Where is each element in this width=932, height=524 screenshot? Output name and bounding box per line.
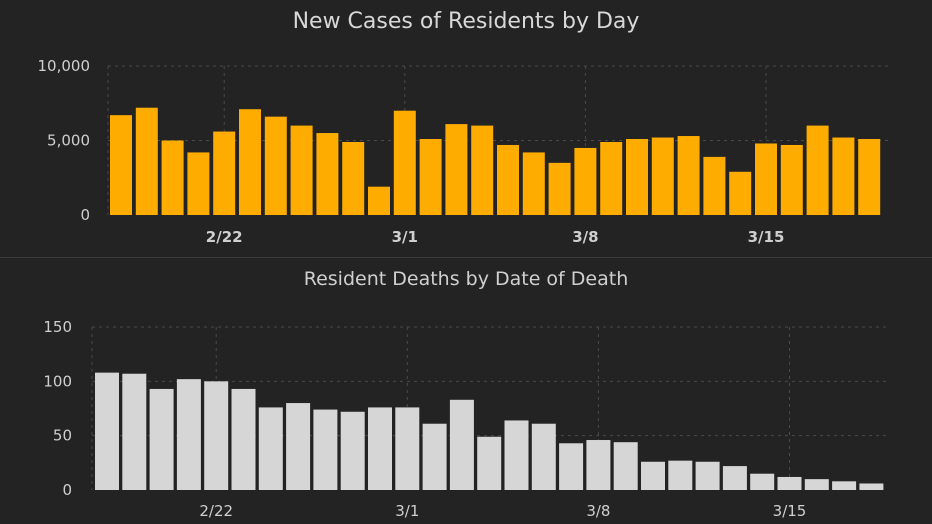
bar	[780, 144, 803, 215]
bar	[110, 115, 132, 215]
bar	[135, 107, 158, 215]
bar	[449, 399, 474, 490]
bar	[641, 461, 665, 490]
bar	[316, 133, 339, 215]
y-tick-label: 5,000	[47, 132, 90, 150]
bar	[395, 407, 420, 490]
bar	[419, 139, 442, 215]
bar	[586, 440, 611, 490]
new-cases-chart: New Cases of Residents by Day 0 5,000 10,0…	[38, 9, 888, 246]
bar	[626, 139, 648, 215]
bar	[600, 141, 623, 215]
bar	[477, 436, 502, 490]
bar	[859, 483, 884, 490]
bar	[122, 373, 147, 490]
bar	[393, 110, 416, 215]
bar	[204, 381, 229, 490]
bar	[231, 388, 256, 490]
bar	[832, 137, 855, 215]
bar	[422, 423, 447, 490]
bar	[342, 141, 365, 215]
bar	[187, 152, 210, 215]
bar	[258, 407, 283, 490]
bar	[161, 140, 184, 215]
bar	[471, 125, 494, 215]
bar	[722, 466, 747, 490]
bar	[290, 125, 313, 215]
bar	[806, 125, 829, 215]
panel-divider	[0, 257, 932, 258]
bar	[95, 372, 119, 490]
y-tick-label: 150	[43, 318, 72, 336]
bar	[559, 443, 584, 490]
bar	[777, 476, 802, 490]
y-tick-label: 50	[53, 427, 72, 445]
bar	[340, 411, 365, 490]
bar	[574, 147, 597, 215]
bar	[149, 388, 174, 490]
bar	[651, 137, 674, 215]
bar	[755, 143, 777, 215]
bar	[497, 144, 519, 215]
bar	[750, 473, 775, 490]
bar	[176, 379, 201, 490]
bar	[677, 136, 700, 215]
bar	[504, 420, 529, 490]
bar	[531, 423, 556, 490]
bar	[445, 124, 468, 215]
y-tick-label: 0	[80, 206, 90, 224]
bar	[613, 442, 638, 490]
chart-title: Resident Deaths by Date of Death	[304, 268, 629, 290]
bar	[368, 186, 390, 215]
bar	[668, 460, 693, 490]
bar	[264, 116, 287, 215]
x-tick-label: 3/8	[572, 228, 598, 246]
x-tick-label: 2/22	[199, 502, 233, 520]
bar	[286, 403, 311, 490]
x-tick-label: 3/1	[395, 502, 419, 520]
x-tick-label: 3/8	[586, 502, 610, 520]
x-tick-label: 3/15	[748, 228, 785, 246]
bar	[832, 481, 857, 490]
bar	[548, 162, 571, 215]
x-tick-label: 2/22	[206, 228, 243, 246]
y-tick-label: 100	[43, 372, 72, 390]
chart-title: New Cases of Residents by Day	[293, 9, 640, 34]
y-tick-label: 10,000	[38, 57, 91, 75]
x-tick-label: 3/1	[392, 228, 418, 246]
bar	[239, 109, 261, 215]
bar	[313, 409, 338, 490]
bar	[213, 131, 236, 215]
bar	[729, 171, 752, 215]
bar	[804, 479, 829, 490]
x-tick-label: 3/15	[773, 502, 807, 520]
bar	[703, 156, 726, 215]
y-tick-label: 0	[62, 481, 72, 499]
bar	[695, 461, 720, 490]
bar	[858, 139, 881, 215]
bar	[522, 152, 545, 215]
bar	[368, 407, 392, 490]
